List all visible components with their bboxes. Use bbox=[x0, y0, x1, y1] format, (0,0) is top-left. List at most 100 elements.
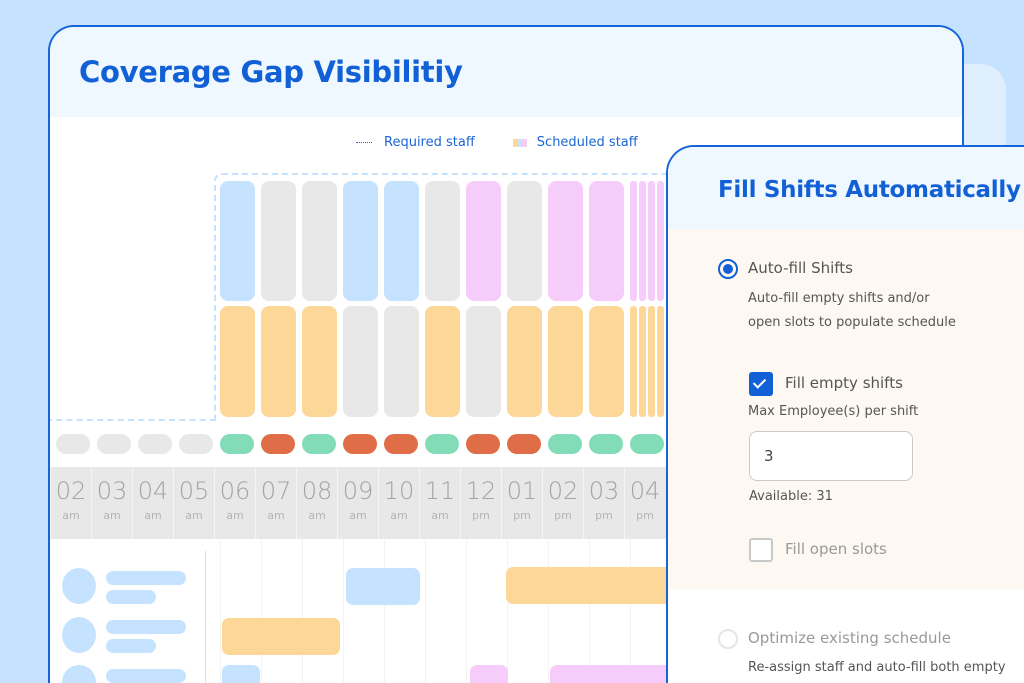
card-header: Coverage Gap Visibilitiy bbox=[50, 27, 962, 117]
available-count: Available: 31 bbox=[749, 489, 833, 504]
staff-name-placeholder bbox=[106, 620, 186, 634]
grid-line bbox=[425, 539, 426, 683]
autofill-radio[interactable] bbox=[718, 259, 738, 279]
shift-block[interactable] bbox=[470, 665, 508, 683]
coverage-chart bbox=[50, 173, 962, 423]
coverage-top-block bbox=[343, 181, 378, 301]
autofill-description: Auto-fill empty shifts and/or open slots… bbox=[748, 287, 956, 335]
coverage-status-pill bbox=[302, 434, 336, 454]
autofill-label[interactable]: Auto-fill Shifts bbox=[748, 259, 853, 277]
coverage-bottom-block bbox=[466, 306, 501, 417]
period-label: pm bbox=[636, 509, 654, 522]
coverage-bottom-block bbox=[548, 306, 583, 417]
timeline-hour: 11 am bbox=[419, 467, 460, 539]
timeline-hour: 08 am bbox=[296, 467, 337, 539]
fill-empty-shifts-checkbox[interactable] bbox=[749, 372, 773, 396]
coverage-top-block bbox=[589, 181, 624, 301]
period-label: pm bbox=[554, 509, 572, 522]
grid-line bbox=[466, 539, 467, 683]
coverage-top-block bbox=[425, 181, 460, 301]
fill-empty-shifts-label[interactable]: Fill empty shifts bbox=[785, 374, 903, 392]
coverage-bottom-block bbox=[220, 306, 255, 417]
timeline-hour: 04 pm bbox=[624, 467, 665, 539]
hour-label: 12 bbox=[465, 477, 497, 505]
coverage-status-pill bbox=[56, 434, 90, 454]
coverage-bottom-block bbox=[507, 306, 542, 417]
checkmark-icon bbox=[752, 375, 767, 389]
coverage-status-pill bbox=[179, 434, 213, 454]
timeline-hour: 02 am bbox=[50, 467, 91, 539]
period-label: am bbox=[349, 509, 367, 522]
optimize-radio[interactable] bbox=[718, 629, 738, 649]
timeline-hour: 05 am bbox=[173, 467, 214, 539]
fill-shifts-panel: Fill Shifts Automatically Auto-fill Shif… bbox=[666, 145, 1024, 683]
shift-block[interactable] bbox=[222, 665, 260, 683]
fill-open-slots-checkbox[interactable] bbox=[749, 538, 773, 562]
required-outline-high bbox=[214, 173, 962, 421]
coverage-top-block bbox=[220, 181, 255, 301]
coverage-status-pill bbox=[548, 434, 582, 454]
panel-title: Fill Shifts Automatically bbox=[718, 177, 1021, 203]
staff-avatar bbox=[62, 617, 96, 653]
timeline-hour: 03 am bbox=[91, 467, 132, 539]
hour-label: 05 bbox=[178, 477, 210, 505]
period-label: pm bbox=[595, 509, 613, 522]
coverage-bottom-block bbox=[589, 306, 624, 417]
coverage-top-block bbox=[466, 181, 501, 301]
swatch-pink bbox=[522, 138, 527, 147]
period-label: am bbox=[103, 509, 121, 522]
coverage-top-block bbox=[261, 181, 296, 301]
coverage-bottom-block bbox=[302, 306, 337, 417]
coverage-bottom-block bbox=[425, 306, 460, 417]
coverage-status-pill bbox=[425, 434, 459, 454]
staff-schedule bbox=[50, 539, 950, 683]
coverage-status-pill bbox=[97, 434, 131, 454]
grid-line bbox=[507, 539, 508, 683]
coverage-segment bbox=[657, 306, 664, 417]
coverage-segment bbox=[639, 181, 646, 301]
timeline-hour: 09 am bbox=[337, 467, 378, 539]
coverage-status-pill bbox=[220, 434, 254, 454]
grid-line bbox=[343, 539, 344, 683]
required-staff-dotted-icon bbox=[356, 142, 372, 143]
coverage-top-block bbox=[507, 181, 542, 301]
shift-block[interactable] bbox=[222, 618, 340, 655]
optimize-label[interactable]: Optimize existing schedule bbox=[748, 629, 951, 647]
staff-name-placeholder bbox=[106, 669, 186, 683]
coverage-bottom-block bbox=[261, 306, 296, 417]
legend-required-label: Required staff bbox=[384, 135, 475, 150]
coverage-top-block bbox=[384, 181, 419, 301]
period-label: pm bbox=[472, 509, 490, 522]
hour-label: 10 bbox=[383, 477, 415, 505]
swatch-orange bbox=[512, 138, 518, 147]
page-title: Coverage Gap Visibilitiy bbox=[79, 55, 463, 89]
staff-divider bbox=[205, 551, 206, 683]
timeline-hour: 10 am bbox=[378, 467, 419, 539]
coverage-status-pill bbox=[466, 434, 500, 454]
period-label: pm bbox=[513, 509, 531, 522]
timeline-hour: 04 am bbox=[132, 467, 173, 539]
period-label: am bbox=[144, 509, 162, 522]
legend-scheduled-label: Scheduled staff bbox=[536, 135, 638, 150]
period-label: am bbox=[390, 509, 408, 522]
coverage-status-pill bbox=[343, 434, 377, 454]
timeline-hour: 01 pm bbox=[501, 467, 542, 539]
coverage-segment bbox=[657, 181, 664, 301]
timeline-hour: 12 pm bbox=[460, 467, 501, 539]
period-label: am bbox=[185, 509, 203, 522]
fill-open-slots-label[interactable]: Fill open slots bbox=[785, 540, 887, 558]
panel-header: Fill Shifts Automatically bbox=[668, 147, 1024, 229]
hour-label: 03 bbox=[588, 477, 620, 505]
chart-legend: Required staff Scheduled staff bbox=[356, 135, 638, 150]
coverage-segment bbox=[639, 306, 646, 417]
coverage-segment bbox=[648, 306, 655, 417]
hour-label: 07 bbox=[260, 477, 292, 505]
coverage-segment bbox=[630, 181, 637, 301]
required-outline-low bbox=[50, 419, 216, 421]
coverage-status-pill bbox=[138, 434, 172, 454]
shift-block[interactable] bbox=[346, 568, 420, 605]
max-employees-input[interactable] bbox=[749, 431, 913, 481]
coverage-segment bbox=[630, 306, 637, 417]
coverage-top-block bbox=[548, 181, 583, 301]
period-label: am bbox=[62, 509, 80, 522]
